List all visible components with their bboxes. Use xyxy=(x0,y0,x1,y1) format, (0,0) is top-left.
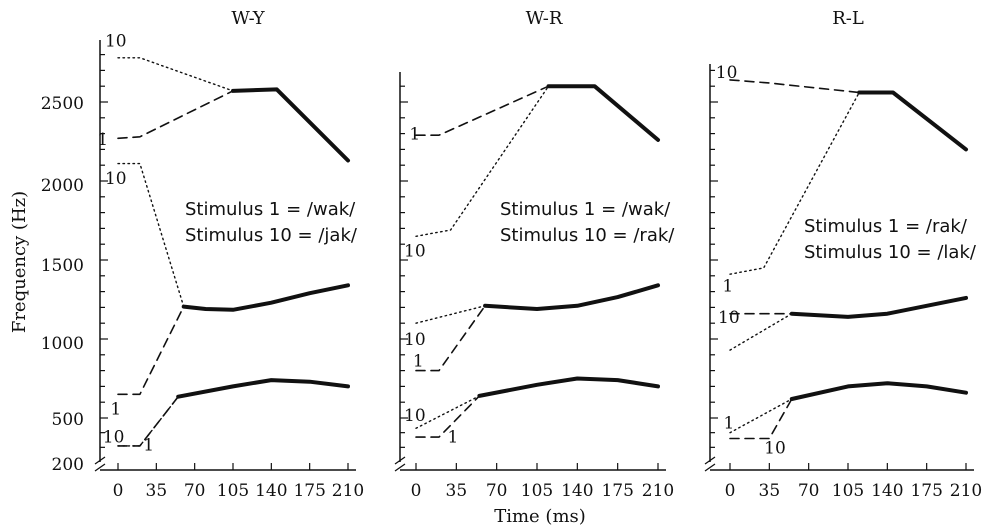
stimulus-number-label: 1 xyxy=(110,400,121,420)
x-tick-label: 70 xyxy=(184,481,206,501)
y-tick-2000: 2000 xyxy=(41,176,84,196)
y-tick-1000: 1000 xyxy=(41,334,84,354)
series-dotted-1 xyxy=(415,85,550,238)
series-dotted-4 xyxy=(117,162,185,308)
stimulus-number-label: 10 xyxy=(105,169,127,189)
panel-r-l: R-L 0 35 70 105 140 175 210 10 1 10 1 10 Stimulus 1 =… xyxy=(704,8,982,501)
axis-break-mark xyxy=(394,456,406,472)
series-solid-8 xyxy=(477,376,660,398)
series-solid-2 xyxy=(231,87,350,163)
stimulus-number-label: 1 xyxy=(413,351,424,371)
series-dotted-4 xyxy=(729,313,793,351)
axis-break-mark xyxy=(704,456,716,472)
series-dashed-3 xyxy=(117,305,185,396)
x-tick-label: 70 xyxy=(798,481,820,501)
x-tick-label: 175 xyxy=(910,481,942,501)
series-solid-5 xyxy=(483,283,660,311)
stimulus-annotation: Stimulus 1 = /wak/ xyxy=(500,199,671,220)
x-tick-label: 210 xyxy=(950,481,982,501)
x-tick-label: 105 xyxy=(217,481,249,501)
stimulus-annotation: Stimulus 10 = /jak/ xyxy=(185,225,358,246)
stimulus-annotation: Stimulus 1 = /wak/ xyxy=(185,199,356,220)
stimulus-number-label: 10 xyxy=(404,406,426,426)
stimulus-annotation: Stimulus 10 = /lak/ xyxy=(804,242,977,263)
series-solid-2 xyxy=(857,90,968,152)
x-tick-label: 175 xyxy=(293,481,325,501)
series-solid-5 xyxy=(181,283,350,312)
series-dotted-7 xyxy=(729,398,793,434)
stimulus-number-label: 1 xyxy=(722,276,733,296)
stimulus-annotation: Stimulus 1 = /rak/ xyxy=(804,216,968,237)
x-tick-label: 35 xyxy=(146,481,168,501)
x-tick-label: 210 xyxy=(332,481,364,501)
stimulus-number-label: 10 xyxy=(105,31,127,51)
x-tick-label: 210 xyxy=(642,481,674,501)
x-tick-label: 0 xyxy=(411,481,422,501)
panel-w-y: W-Y 0 35 70 105 140 175 210 10 1 10 1 10 1 Stimulus 1 … xyxy=(94,8,364,501)
stimulus-number-label: 10 xyxy=(103,427,125,447)
series-dashed-0 xyxy=(415,85,550,136)
y-tick-2500: 2500 xyxy=(41,94,84,114)
x-tick-label: 70 xyxy=(486,481,508,501)
series-dashed-6 xyxy=(729,398,793,440)
series-dashed-0 xyxy=(117,90,234,140)
series-dashed-6 xyxy=(415,395,481,438)
stimulus-number-label: 10 xyxy=(404,242,426,262)
y-tick-500: 500 xyxy=(52,410,84,430)
stimulus-number-label: 10 xyxy=(716,63,738,83)
series-dashed-3 xyxy=(415,304,486,372)
y-tick-200: 200 xyxy=(52,455,84,475)
stimulus-annotation: Stimulus 10 = /rak/ xyxy=(500,225,675,246)
series-dotted-7 xyxy=(415,395,481,429)
series-solid-8 xyxy=(789,381,968,401)
series-dotted-1 xyxy=(729,91,860,275)
x-axis-label: Time (ms) xyxy=(494,506,586,527)
stimulus-number-label: 1 xyxy=(97,130,108,150)
panel-title: W-R xyxy=(526,8,563,29)
x-tick-label: 0 xyxy=(725,481,736,501)
series-solid-2 xyxy=(546,84,660,142)
stimulus-number-label: 1 xyxy=(409,125,420,145)
y-axis-label: Frequency (Hz) xyxy=(9,191,30,333)
stimulus-number-label: 1 xyxy=(143,435,154,455)
panel-title: R-L xyxy=(832,8,864,29)
panel-title: W-Y xyxy=(231,8,265,29)
stimulus-number-label: 10 xyxy=(718,308,740,328)
x-tick-label: 140 xyxy=(255,481,287,501)
x-tick-label: 140 xyxy=(561,481,593,501)
stimulus-number-label: 1 xyxy=(447,427,458,447)
stimulus-number-label: 10 xyxy=(764,438,786,458)
stimulus-number-label: 10 xyxy=(404,330,426,350)
series-dashed-0 xyxy=(729,79,861,94)
axis-break-mark xyxy=(94,456,106,472)
x-tick-label: 140 xyxy=(871,481,903,501)
stimulus-number-label: 1 xyxy=(723,413,734,433)
x-tick-label: 0 xyxy=(113,481,124,501)
series-solid-8 xyxy=(176,378,350,399)
series-dotted-4 xyxy=(415,305,486,324)
x-tick-label: 175 xyxy=(601,481,633,501)
x-tick-label: 35 xyxy=(759,481,781,501)
y-tick-1500: 1500 xyxy=(41,256,84,276)
series-solid-5 xyxy=(789,295,968,319)
x-tick-label: 35 xyxy=(446,481,468,501)
series-dotted-1 xyxy=(117,57,234,92)
series-dotted-7 xyxy=(117,396,179,447)
x-tick-label: 105 xyxy=(832,481,864,501)
x-tick-label: 105 xyxy=(521,481,553,501)
